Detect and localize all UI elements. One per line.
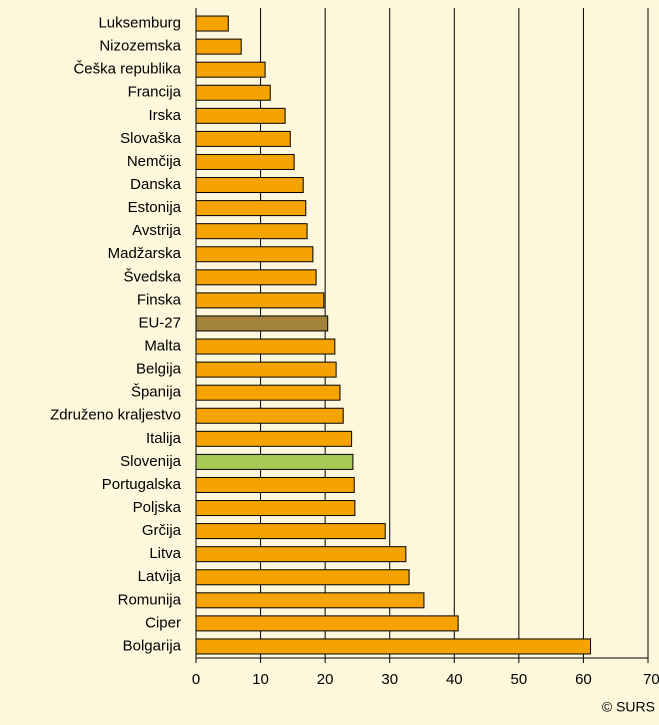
y-tick-label: Madžarska [108, 245, 182, 262]
bar [195, 361, 337, 378]
bar [195, 84, 271, 101]
bar [195, 107, 286, 124]
y-tick-label: Slovenija [120, 453, 182, 470]
x-tick-label: 30 [381, 671, 398, 688]
bar [195, 592, 425, 609]
y-tick-label: Finska [137, 291, 182, 308]
bar [195, 338, 336, 355]
bar [195, 569, 410, 586]
x-tick-label: 70 % [643, 671, 659, 688]
bar [195, 476, 355, 493]
bar [195, 292, 325, 309]
bar [195, 315, 329, 332]
y-tick-label: Estonija [128, 199, 182, 216]
y-tick-label: Grčija [142, 522, 182, 539]
y-tick-label: Danska [130, 176, 182, 193]
bar [195, 615, 459, 632]
y-tick-label: Belgija [136, 361, 182, 378]
bar [195, 430, 353, 447]
bar [195, 246, 314, 263]
x-tick-label: 0 [192, 671, 200, 688]
x-tick-label: 60 [575, 671, 592, 688]
y-tick-label: Irska [148, 107, 181, 124]
bar [195, 130, 291, 147]
y-tick-label: EU-27 [138, 314, 181, 331]
y-tick-label: Latvija [138, 568, 182, 585]
bar [195, 500, 356, 517]
source: © SURS [602, 699, 655, 715]
y-tick-label: Poljska [133, 499, 182, 516]
bar [195, 15, 229, 32]
bar [195, 153, 295, 170]
y-tick-label: Litva [149, 545, 181, 562]
bar [195, 453, 354, 470]
y-tick-label: Slovaška [120, 130, 182, 147]
y-tick-label: Španija [131, 384, 182, 401]
x-tick-label: 20 [317, 671, 334, 688]
y-tick-label: Italija [146, 430, 182, 447]
y-tick-label: Nemčija [127, 153, 182, 170]
y-tick-label: Malta [144, 338, 181, 355]
x-tick-label: 50 [511, 671, 528, 688]
y-tick-label: Bolgarija [123, 637, 182, 654]
y-tick-label: Romunija [118, 591, 182, 608]
y-tick-label: Luksemburg [98, 15, 181, 32]
y-tick-label: Združeno kraljestvo [50, 407, 181, 424]
y-tick-label: Portugalska [102, 476, 182, 493]
bar [195, 269, 317, 286]
y-tick-label: Švedska [123, 268, 181, 285]
x-tick-label: 10 [252, 671, 269, 688]
y-tick-label: Češka republika [73, 61, 181, 78]
y-tick-label: Francija [128, 84, 182, 101]
bar [195, 638, 592, 655]
bar [195, 546, 407, 563]
y-tick-label: Ciper [145, 614, 181, 631]
bar [195, 61, 266, 78]
bar [195, 523, 386, 540]
bar [195, 38, 242, 55]
y-tick-label: Avstrija [132, 222, 182, 239]
bar [195, 384, 341, 401]
bar [195, 407, 344, 424]
bar [195, 223, 308, 240]
bar [195, 177, 304, 194]
y-tick-label: Nizozemska [99, 38, 181, 55]
x-tick-label: 40 [446, 671, 463, 688]
bar [195, 200, 307, 217]
